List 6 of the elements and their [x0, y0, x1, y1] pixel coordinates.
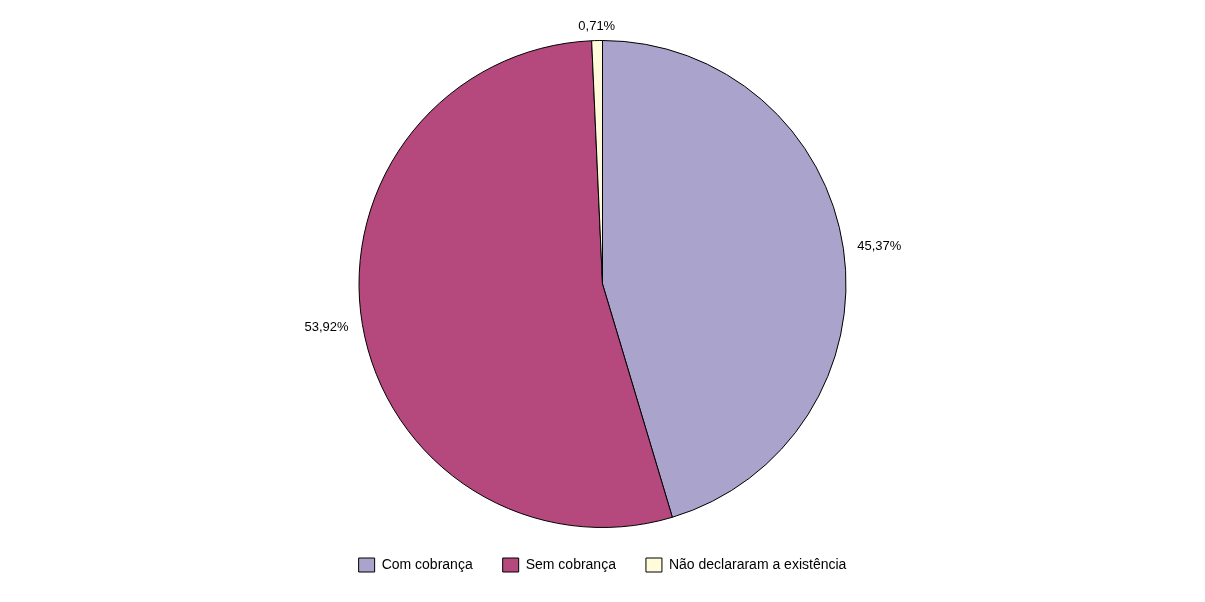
legend-label: Não declararam a existência: [668, 555, 847, 572]
data-label: 45,37%: [857, 238, 902, 254]
legend-label: Sem cobrança: [525, 555, 617, 572]
data-label: 53,92%: [304, 318, 350, 334]
data-label: 0,71%: [578, 18, 616, 34]
legend-label: Com cobrança: [381, 555, 473, 572]
